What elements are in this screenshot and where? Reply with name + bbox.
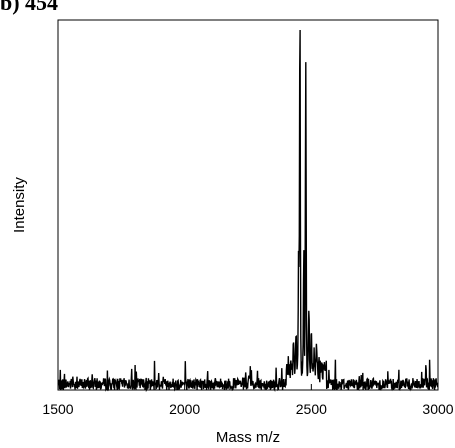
plot-frame — [57, 19, 439, 391]
x-axis-title: Mass m/z — [216, 429, 280, 446]
x-tick-label-2500: 2500 — [296, 401, 327, 417]
x-tick-label-3000: 3000 — [422, 401, 453, 417]
x-tick-labels: 1500 2000 2500 3000 — [42, 401, 453, 417]
x-ticks — [57, 384, 439, 390]
x-tick-label-1500: 1500 — [42, 401, 73, 417]
x-tick-label-2000: 2000 — [169, 401, 200, 417]
panel-label: b) 454 — [0, 0, 59, 15]
spectrum-series-line — [57, 29, 439, 393]
y-axis-title: Intensity — [11, 177, 28, 233]
